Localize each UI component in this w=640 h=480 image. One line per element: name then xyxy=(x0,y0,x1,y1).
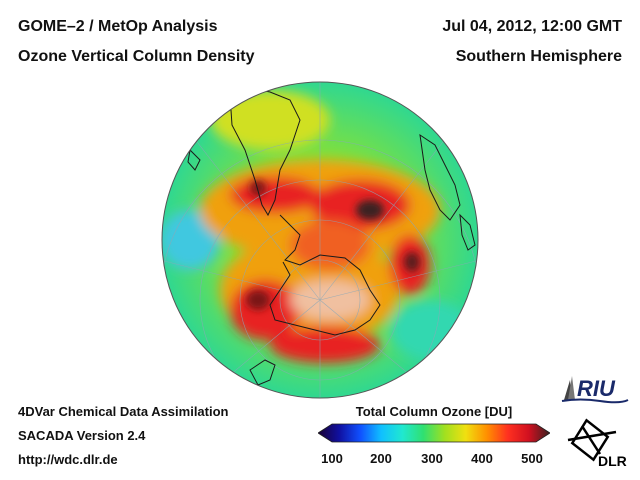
url-label: http://wdc.dlr.de xyxy=(18,452,118,467)
colorbar-tick: 200 xyxy=(370,451,392,466)
dlr-logo-text: DLR xyxy=(598,453,627,469)
colorbar xyxy=(318,423,550,443)
colorbar-tick: 100 xyxy=(321,451,343,466)
analysis-title: GOME–2 / MetOp Analysis xyxy=(18,18,218,35)
dlr-logo: DLR xyxy=(567,418,627,469)
globe-outline xyxy=(161,81,479,399)
method-label: 4DVar Chemical Data Assimilation xyxy=(18,404,229,419)
product-title: Ozone Vertical Column Density xyxy=(18,48,255,65)
riu-logo-text: RIU xyxy=(577,376,616,401)
hemisphere-label: Southern Hemisphere xyxy=(455,48,622,65)
ozone-globe-map xyxy=(161,81,479,399)
colorbar-tick: 500 xyxy=(521,451,543,466)
version-label: SACADA Version 2.4 xyxy=(18,428,146,443)
colorbar-gradient xyxy=(318,423,550,443)
riu-logo: RIU xyxy=(561,376,629,404)
date-label: Jul 04, 2012, 12:00 GMT xyxy=(442,18,622,35)
colorbar-tick: 300 xyxy=(421,451,443,466)
colorbar-tick: 400 xyxy=(471,451,493,466)
colorbar-title: Total Column Ozone [DU] xyxy=(355,404,513,419)
coastlines xyxy=(187,87,476,386)
graticule xyxy=(162,82,478,398)
